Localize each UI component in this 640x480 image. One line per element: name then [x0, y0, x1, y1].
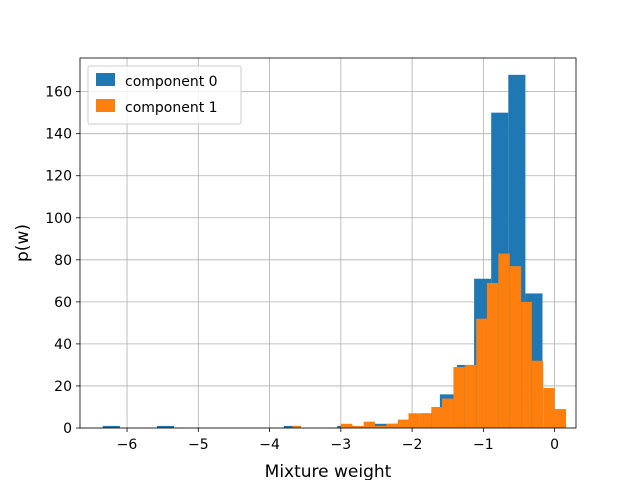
histogram-bar-component-1 [386, 423, 398, 428]
histogram-bar-component-1 [453, 367, 465, 428]
x-tick-label: −4 [259, 437, 280, 453]
histogram-bar-component-1 [464, 364, 477, 428]
histogram-bar-component-1 [476, 318, 487, 428]
x-tick-label: −3 [331, 437, 352, 453]
x-tick-label: −2 [402, 437, 423, 453]
legend-box [87, 65, 242, 125]
histogram-bar-component-1 [486, 282, 499, 428]
histogram-bar-component-1 [375, 425, 387, 428]
legend-swatch-component-1 [96, 99, 115, 112]
x-tick-label: −5 [188, 437, 209, 453]
x-axis-label: Mixture weight [265, 462, 392, 480]
plot-frame [79, 57, 577, 429]
histogram-bar-component-1 [521, 301, 532, 428]
histogram-bar-component-1 [498, 253, 510, 428]
histogram-bar-component-1 [543, 388, 555, 428]
histogram-bar-component-0 [102, 425, 120, 428]
x-tick-label: 0 [550, 437, 559, 453]
y-tick-label: 20 [54, 379, 72, 395]
histogram-bar-component-1 [419, 413, 432, 428]
histogram-bar-component-1 [340, 423, 353, 428]
histogram-bar-component-1 [352, 425, 364, 428]
histogram-bar-component-1 [442, 398, 454, 428]
histogram-bar-component-1 [397, 419, 409, 428]
histogram-bar-component-1 [509, 266, 522, 428]
x-tick-label: −6 [117, 437, 138, 453]
histogram-bar-component-1 [292, 425, 301, 428]
y-tick-label: 140 [45, 127, 72, 143]
y-tick-label: 80 [54, 253, 72, 269]
histogram-bar-component-1 [408, 413, 420, 428]
histogram-bar-component-0 [371, 423, 389, 428]
histogram-bar-component-1 [531, 360, 544, 428]
histogram-bar-component-0 [156, 425, 175, 428]
legend-swatch-component-0 [96, 73, 115, 86]
y-tick-label: 60 [54, 295, 72, 311]
y-tick-label: 40 [54, 337, 72, 353]
histogram-bars [102, 74, 567, 429]
histogram-bar-component-1 [431, 406, 443, 428]
axis-ticks: −6 −5 −4 −3 −2 −1 0 0 20 40 60 80 100 120 140 160 [45, 85, 559, 453]
x-tick-label: −1 [473, 437, 494, 453]
y-tick-label: 160 [45, 85, 72, 101]
y-axis-label: p(w) [13, 224, 33, 262]
y-tick-label: 120 [45, 169, 72, 185]
legend-label-component-0: component 0 [125, 74, 218, 90]
legend: component 0 component 1 [87, 65, 242, 125]
y-tick-label: 0 [63, 421, 72, 437]
legend-label-component-1: component 1 [125, 100, 218, 116]
histogram-bar-component-1 [554, 409, 567, 428]
histogram-bar-component-1 [363, 421, 376, 428]
y-tick-label: 100 [45, 211, 72, 227]
